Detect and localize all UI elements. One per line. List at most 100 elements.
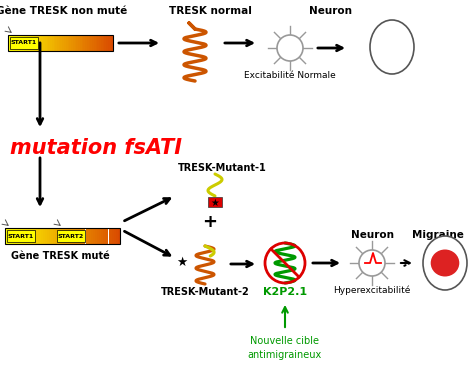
Text: Neuron: Neuron [351, 230, 393, 240]
Bar [88, 35, 90, 51]
Bar [103, 228, 105, 244]
Bar [102, 35, 104, 51]
Bar [20, 228, 22, 244]
Bar [83, 35, 85, 51]
Bar [47, 228, 49, 244]
Bar [61, 35, 62, 51]
Text: K2P2.1: K2P2.1 [263, 287, 307, 297]
Bar [24, 35, 25, 51]
Text: Excitabilité Normale: Excitabilité Normale [244, 71, 336, 81]
Bar [111, 35, 113, 51]
Bar [118, 228, 120, 244]
Bar [82, 228, 84, 244]
Bar [49, 228, 51, 244]
Bar [13, 35, 15, 51]
Bar [57, 228, 59, 244]
Bar [91, 228, 93, 244]
Bar [86, 228, 87, 244]
Bar [45, 228, 47, 244]
Bar [84, 228, 86, 244]
Bar [9, 228, 11, 244]
Bar [34, 228, 36, 244]
Ellipse shape [277, 35, 303, 61]
Ellipse shape [359, 250, 385, 276]
Bar [95, 35, 97, 51]
Bar [53, 228, 55, 244]
Bar [89, 228, 91, 244]
Bar [45, 35, 47, 51]
Bar [32, 35, 34, 51]
Bar [36, 228, 38, 244]
Bar [55, 228, 57, 244]
Bar [114, 228, 116, 244]
Bar [112, 228, 114, 244]
Bar [41, 35, 43, 51]
Bar [66, 35, 68, 51]
Bar [17, 35, 18, 51]
Bar [5, 228, 120, 244]
Bar [69, 35, 71, 51]
Bar [74, 228, 76, 244]
Bar [78, 35, 80, 51]
Bar [94, 35, 95, 51]
Bar [57, 35, 59, 51]
Bar [78, 228, 80, 244]
Bar [34, 35, 36, 51]
Bar [48, 35, 50, 51]
Bar [101, 228, 103, 244]
Bar [87, 35, 88, 51]
Bar [116, 228, 118, 244]
Bar [80, 35, 81, 51]
Bar [7, 228, 9, 244]
Bar [72, 228, 74, 244]
Bar [73, 35, 75, 51]
Ellipse shape [431, 250, 459, 276]
Bar [92, 35, 94, 51]
Bar [18, 228, 20, 244]
Bar [68, 228, 70, 244]
Bar [76, 35, 78, 51]
Bar [38, 35, 39, 51]
Text: ★: ★ [176, 255, 188, 269]
Bar [87, 228, 89, 244]
Bar [97, 228, 99, 244]
Bar [15, 228, 16, 244]
Bar [47, 35, 48, 51]
Text: TRESK-Mutant-2: TRESK-Mutant-2 [161, 287, 250, 297]
Bar [208, 197, 222, 207]
Bar [18, 35, 20, 51]
Bar [52, 35, 54, 51]
Bar [63, 228, 64, 244]
Bar [43, 228, 45, 244]
Bar [25, 35, 27, 51]
Bar [59, 35, 61, 51]
Bar [43, 35, 45, 51]
Bar [93, 228, 95, 244]
Text: TRESK-Mutant-1: TRESK-Mutant-1 [178, 163, 266, 173]
Bar [64, 228, 66, 244]
Bar [27, 35, 29, 51]
Bar [24, 228, 26, 244]
Text: Gène TRESK muté: Gène TRESK muté [11, 251, 110, 261]
Text: +: + [203, 213, 218, 231]
Bar [66, 228, 68, 244]
Bar [99, 35, 101, 51]
Bar [22, 35, 24, 51]
Bar [68, 35, 69, 51]
Bar [7, 230, 35, 242]
Bar [13, 228, 15, 244]
Bar [59, 228, 61, 244]
Bar [101, 35, 102, 51]
Bar [71, 35, 73, 51]
Bar [107, 228, 109, 244]
Bar [39, 35, 41, 51]
Bar [95, 228, 97, 244]
Bar [29, 35, 31, 51]
Bar [8, 35, 10, 51]
Bar [55, 35, 57, 51]
Text: Gène TRESK non muté: Gène TRESK non muté [0, 6, 128, 16]
Text: ★: ★ [211, 198, 219, 208]
Bar [54, 35, 55, 51]
Bar [36, 35, 38, 51]
Bar [104, 35, 106, 51]
